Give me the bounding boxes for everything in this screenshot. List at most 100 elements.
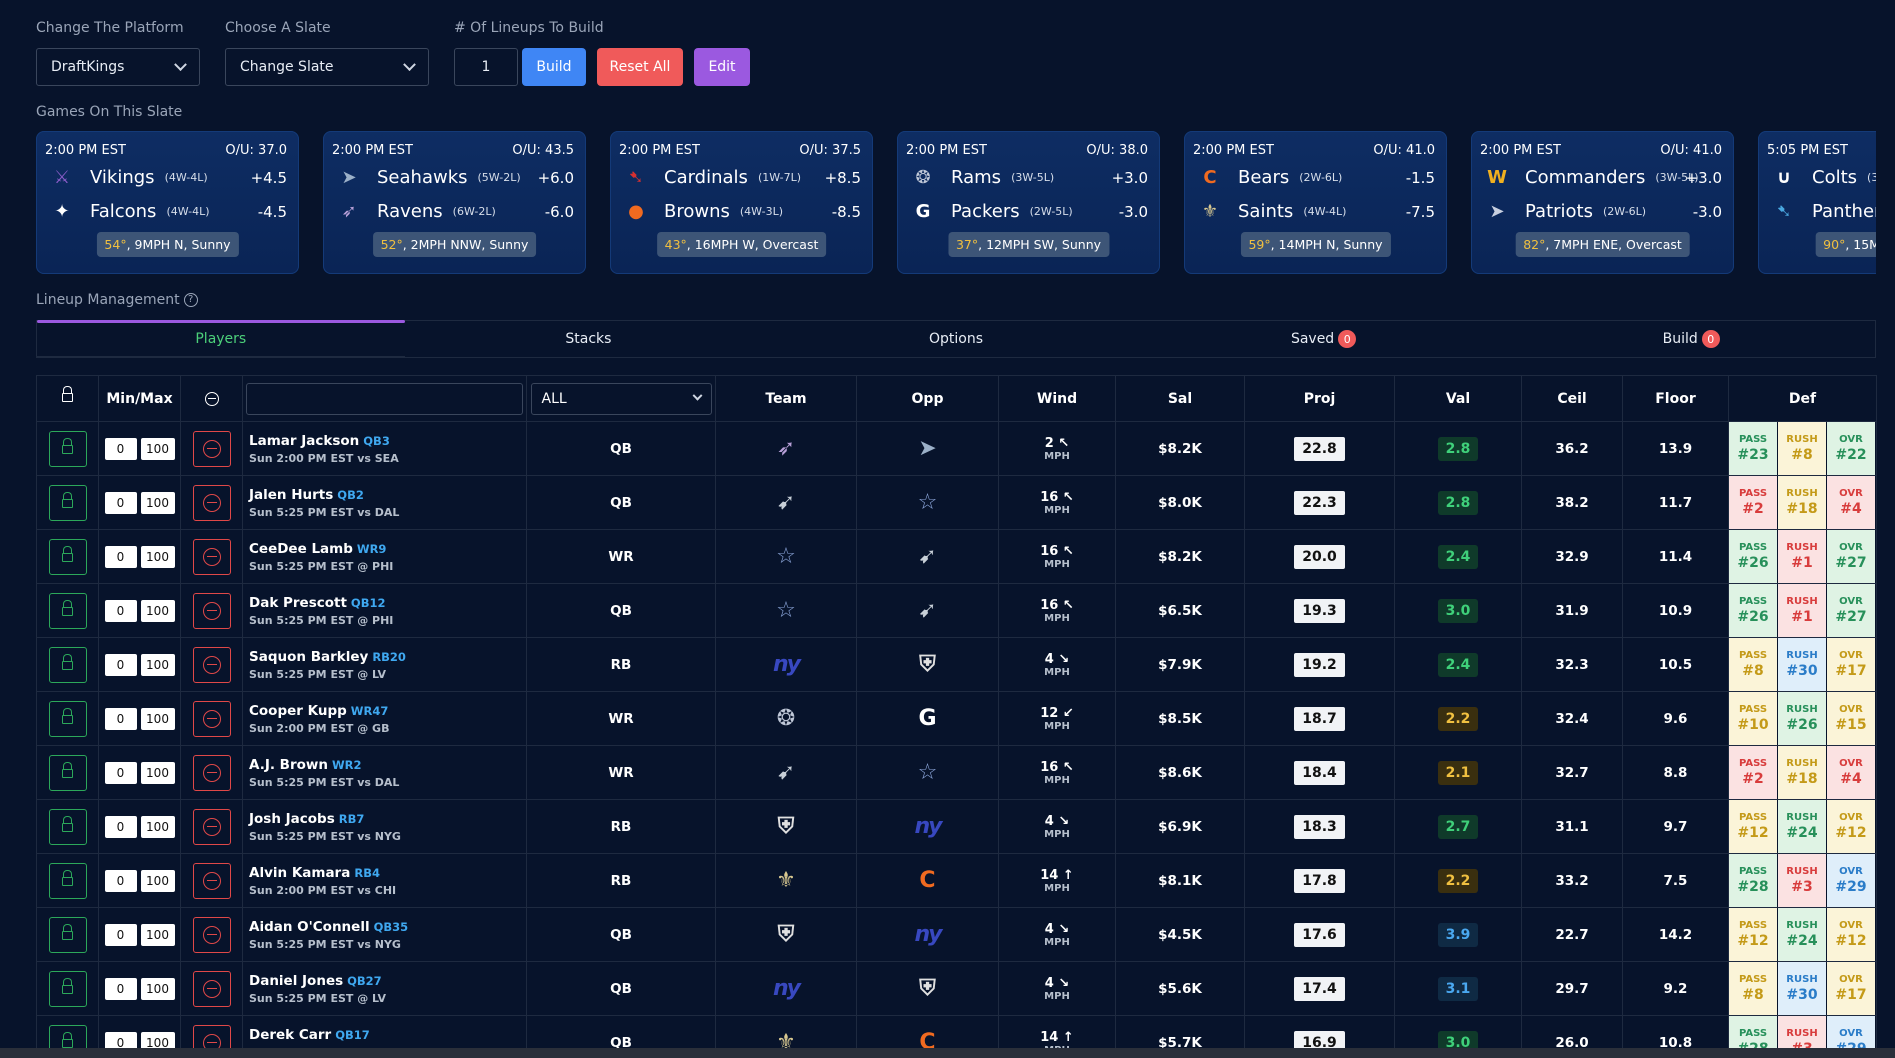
max-exposure-input[interactable]: 100 xyxy=(140,599,175,622)
projection-value[interactable]: 18.7 xyxy=(1294,706,1345,731)
player-search-input[interactable] xyxy=(246,382,523,415)
projection-value[interactable]: 18.3 xyxy=(1294,814,1345,839)
projection-value[interactable]: 18.4 xyxy=(1294,760,1345,785)
max-exposure-input[interactable]: 100 xyxy=(140,707,175,730)
exclude-button[interactable] xyxy=(192,484,231,521)
projection-value[interactable]: 17.4 xyxy=(1294,976,1345,1001)
max-exposure-input[interactable]: 100 xyxy=(140,653,175,676)
exclude-button[interactable] xyxy=(192,646,231,683)
exclude-button[interactable] xyxy=(192,916,231,953)
player-name[interactable]: Aidan O'Connell xyxy=(249,918,370,935)
player-name[interactable]: Daniel Jones xyxy=(249,972,344,989)
table-row[interactable]: 0 100 Lamar Jackson QB3 Sun 2:00 PM EST vs… xyxy=(36,421,1877,476)
min-exposure-input[interactable]: 0 xyxy=(104,599,137,622)
exclude-button[interactable] xyxy=(192,970,231,1007)
game-card[interactable]: 2:00 PM EST O/U: 38.0 ❂ Rams (3W-5L) +3.… xyxy=(897,131,1160,274)
max-exposure-input[interactable]: 100 xyxy=(140,923,175,946)
projection-value[interactable]: 17.8 xyxy=(1294,868,1345,893)
table-row[interactable]: 0 100 Aidan O'Connell QB35 Sun 5:25 PM EST… xyxy=(36,907,1877,962)
tab-stacks[interactable]: Stacks xyxy=(405,321,773,357)
min-exposure-input[interactable]: 0 xyxy=(104,815,137,838)
player-name[interactable]: Saquon Barkley xyxy=(249,648,369,665)
player-name[interactable]: Dak Prescott xyxy=(249,594,347,611)
floor-column-header[interactable]: Floor xyxy=(1622,375,1729,422)
min-exposure-input[interactable]: 0 xyxy=(104,653,137,676)
opp-column-header[interactable]: Opp xyxy=(856,375,999,422)
bottom-scrollbar[interactable] xyxy=(0,1048,1895,1058)
exclude-button[interactable] xyxy=(192,862,231,899)
exclude-button[interactable] xyxy=(192,430,231,467)
game-card[interactable]: 2:00 PM EST O/U: 41.0 W Commanders (3W-5… xyxy=(1471,131,1734,274)
table-row[interactable]: 0 100 Josh Jacobs RB7 Sun 5:25 PM EST vs N… xyxy=(36,799,1877,854)
table-row[interactable]: 0 100 Cooper Kupp WR47 Sun 2:00 PM EST @ G… xyxy=(36,691,1877,746)
player-name[interactable]: Jalen Hurts xyxy=(249,486,334,503)
def-column-header[interactable]: Def xyxy=(1728,375,1877,422)
lock-button[interactable] xyxy=(48,538,87,575)
help-icon[interactable]: ? xyxy=(183,293,198,307)
lock-button[interactable] xyxy=(48,430,87,467)
tab-options[interactable]: Options xyxy=(772,321,1140,357)
min-exposure-input[interactable]: 0 xyxy=(104,437,137,460)
lineups-count-input[interactable]: 1 xyxy=(454,48,518,86)
game-card[interactable]: 5:05 PM EST O/U: 47.0 ∪ Colts (3W-5L) +3… xyxy=(1758,131,1876,274)
projection-value[interactable]: 19.3 xyxy=(1294,598,1345,623)
position-filter-select[interactable]: ALL xyxy=(530,382,712,415)
projection-value[interactable]: 22.3 xyxy=(1294,490,1345,515)
game-card[interactable]: 2:00 PM EST O/U: 37.0 ⚔ Vikings (4W-4L) … xyxy=(36,131,299,274)
player-name[interactable]: Derek Carr xyxy=(249,1026,332,1043)
table-row[interactable]: 0 100 A.J. Brown WR2 Sun 5:25 PM EST vs DA… xyxy=(36,745,1877,800)
table-row[interactable]: 0 100 Daniel Jones QB27 Sun 5:25 PM EST @ … xyxy=(36,961,1877,1016)
player-name[interactable]: Lamar Jackson xyxy=(249,432,360,449)
lock-button[interactable] xyxy=(48,1024,87,1058)
lock-button[interactable] xyxy=(48,592,87,629)
exclude-button[interactable] xyxy=(192,808,231,845)
table-row[interactable]: 0 100 Jalen Hurts QB2 Sun 5:25 PM EST vs D… xyxy=(36,475,1877,530)
lock-button[interactable] xyxy=(48,700,87,737)
exclude-button[interactable] xyxy=(192,700,231,737)
exclude-button[interactable] xyxy=(192,592,231,629)
max-exposure-input[interactable]: 100 xyxy=(140,491,175,514)
tab-build[interactable]: Build 0 xyxy=(1507,321,1875,357)
table-row[interactable]: 0 100 Saquon Barkley RB20 Sun 5:25 PM EST … xyxy=(36,637,1877,692)
projection-value[interactable]: 19.2 xyxy=(1294,652,1345,677)
min-exposure-input[interactable]: 0 xyxy=(104,707,137,730)
min-exposure-input[interactable]: 0 xyxy=(104,761,137,784)
player-name[interactable]: A.J. Brown xyxy=(249,756,328,773)
sal-column-header[interactable]: Sal xyxy=(1115,375,1245,422)
lock-button[interactable] xyxy=(48,484,87,521)
lock-button[interactable] xyxy=(48,970,87,1007)
edit-button[interactable]: Edit xyxy=(694,48,750,86)
projection-value[interactable]: 20.0 xyxy=(1294,544,1345,569)
max-exposure-input[interactable]: 100 xyxy=(140,977,175,1000)
projection-value[interactable]: 22.8 xyxy=(1294,436,1345,461)
lock-button[interactable] xyxy=(48,754,87,791)
lock-button[interactable] xyxy=(48,808,87,845)
val-column-header[interactable]: Val xyxy=(1394,375,1522,422)
game-card[interactable]: 2:00 PM EST O/U: 41.0 C Bears (2W-6L) -1… xyxy=(1184,131,1447,274)
max-exposure-input[interactable]: 100 xyxy=(140,545,175,568)
min-exposure-input[interactable]: 0 xyxy=(104,977,137,1000)
player-name[interactable]: Josh Jacobs xyxy=(249,810,335,827)
game-card[interactable]: 2:00 PM EST O/U: 37.5 ➷ Cardinals (1W-7L… xyxy=(610,131,873,274)
wind-column-header[interactable]: Wind xyxy=(998,375,1116,422)
projection-value[interactable]: 17.6 xyxy=(1294,922,1345,947)
max-exposure-input[interactable]: 100 xyxy=(140,869,175,892)
max-exposure-input[interactable]: 100 xyxy=(140,761,175,784)
proj-column-header[interactable]: Proj xyxy=(1244,375,1395,422)
min-exposure-input[interactable]: 0 xyxy=(104,923,137,946)
exclude-button[interactable] xyxy=(192,538,231,575)
tab-saved[interactable]: Saved 0 xyxy=(1140,321,1508,357)
lock-button[interactable] xyxy=(48,646,87,683)
slate-select[interactable]: Change Slate xyxy=(225,48,429,86)
build-button[interactable]: Build xyxy=(522,48,586,86)
player-name[interactable]: Cooper Kupp xyxy=(249,702,347,719)
min-exposure-input[interactable]: 0 xyxy=(104,491,137,514)
reset-all-button[interactable]: Reset All xyxy=(597,48,683,86)
tab-players[interactable]: Players xyxy=(37,320,405,357)
table-row[interactable]: 0 100 CeeDee Lamb WR9 Sun 5:25 PM EST @ PH… xyxy=(36,529,1877,584)
table-row[interactable]: 0 100 Alvin Kamara RB4 Sun 2:00 PM EST vs … xyxy=(36,853,1877,908)
min-exposure-input[interactable]: 0 xyxy=(104,545,137,568)
exclude-button[interactable] xyxy=(192,754,231,791)
max-exposure-input[interactable]: 100 xyxy=(140,815,175,838)
max-exposure-input[interactable]: 100 xyxy=(140,437,175,460)
